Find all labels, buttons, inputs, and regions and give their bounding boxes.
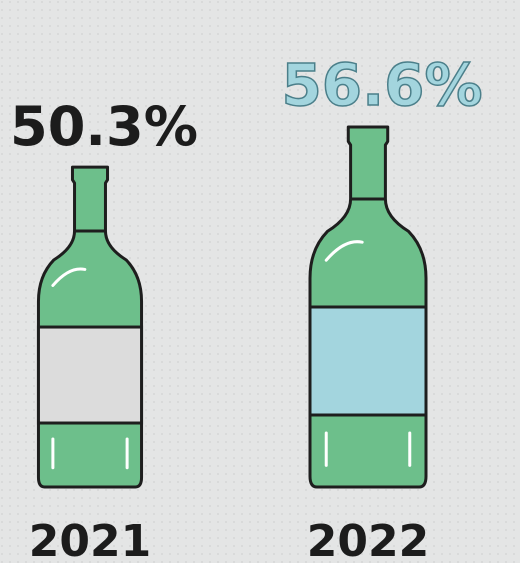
x-tick-label: 2021: [29, 516, 151, 563]
value-label: 50.3%: [10, 95, 198, 158]
chart: 50.3% 2021 56.6% 2022: [0, 0, 520, 563]
value-label: 56.6%: [281, 51, 482, 119]
x-tick-label: 2022: [307, 516, 429, 563]
bottle-label: [38, 327, 141, 423]
bottle-label: [310, 307, 426, 415]
